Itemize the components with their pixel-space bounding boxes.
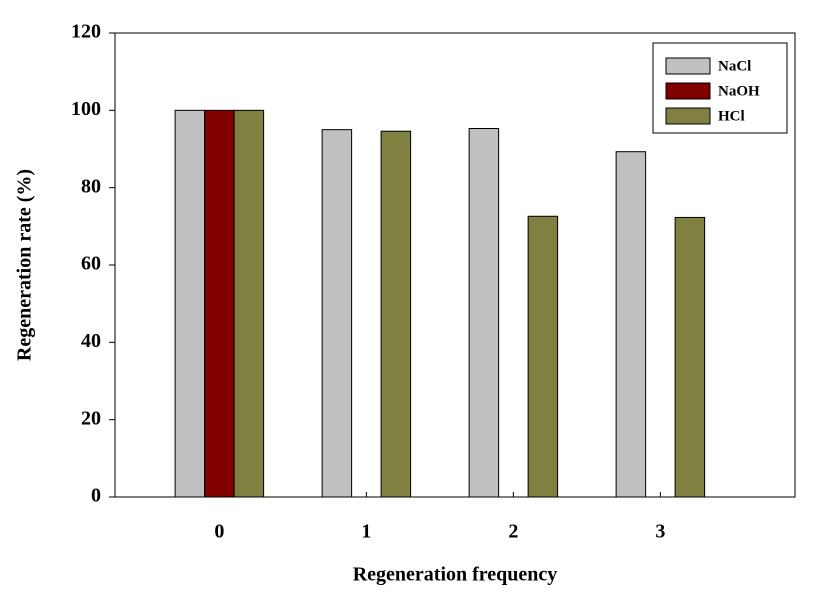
legend-label: NaCl: [718, 58, 751, 74]
legend-swatch: [665, 82, 711, 100]
bar: [204, 109, 235, 498]
plot-frame: [114, 32, 796, 498]
y-tick-label: 120: [71, 21, 101, 43]
bar: [615, 151, 647, 498]
bar: [321, 129, 353, 498]
legend-label: HCl: [718, 108, 745, 124]
y-tick-label: 100: [71, 98, 101, 120]
legend-swatch: [665, 57, 711, 75]
y-tick-label: 0: [91, 485, 101, 507]
bar: [527, 215, 559, 498]
y-tick-label: 20: [81, 407, 101, 429]
bar: [233, 109, 265, 498]
bar: [674, 216, 706, 498]
bar: [468, 128, 500, 498]
bar: [174, 109, 206, 498]
legend-label: NaOH: [718, 83, 760, 99]
x-tick-label: 3: [655, 521, 665, 543]
y-tick-label: 40: [81, 330, 101, 352]
x-tick-label: 0: [214, 521, 224, 543]
y-tick-label: 80: [81, 175, 101, 197]
y-tick-label: 60: [81, 253, 101, 275]
x-axis-label: Regeneration frequency: [353, 564, 558, 586]
x-tick-label: 1: [361, 521, 371, 543]
y-axis-label: Regeneration rate (%): [14, 169, 36, 361]
legend-swatch: [665, 107, 711, 125]
bar: [380, 130, 412, 498]
x-tick-label: 2: [508, 521, 518, 543]
